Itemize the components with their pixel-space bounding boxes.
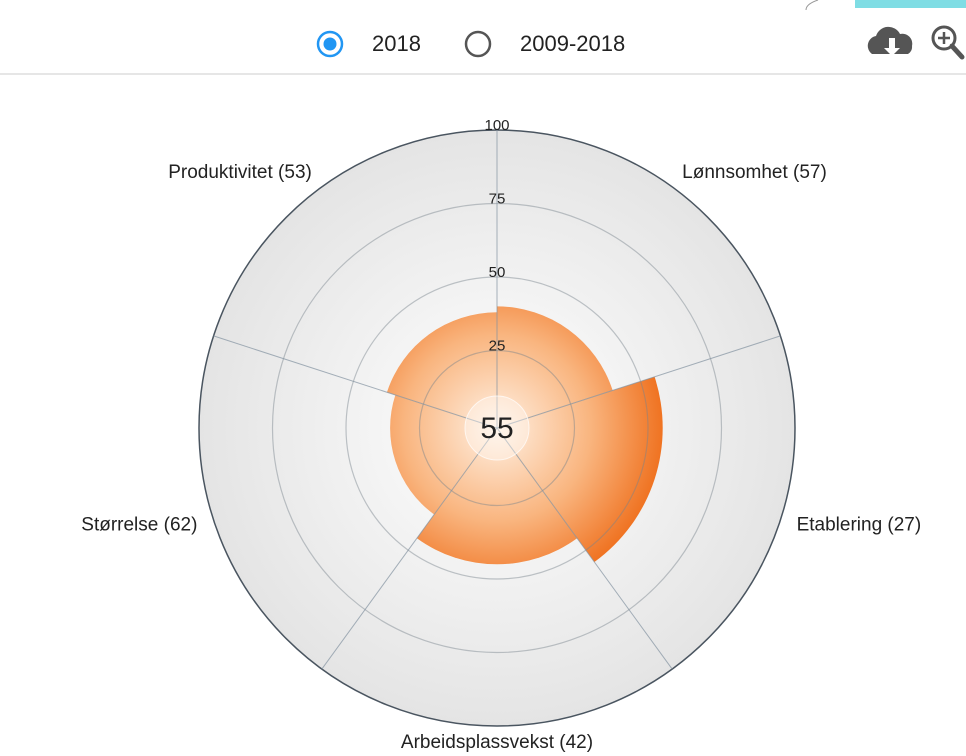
bar-sector xyxy=(390,394,497,515)
bar-sector xyxy=(497,306,613,428)
radio-button xyxy=(464,30,492,58)
category-label: Lønnsomhet (57) xyxy=(682,162,827,183)
polar-chart: 25 50 75 100 Lønnsomhet (57) Etablering (27) A… xyxy=(81,117,921,753)
download-icon[interactable] xyxy=(867,26,913,56)
radio-dot xyxy=(323,37,337,51)
radial-axis xyxy=(321,427,498,670)
center-disc xyxy=(464,395,530,461)
radial-axis xyxy=(213,335,498,429)
radial-axis xyxy=(496,335,781,429)
y-tick-label: 75 xyxy=(489,190,506,207)
top-decor xyxy=(805,0,819,11)
radio-option[interactable]: 2018 xyxy=(316,30,421,58)
category-label: Produktivitet (53) xyxy=(168,162,312,183)
category-label: Etablering (27) xyxy=(797,514,922,535)
radio-group: 2018 2009-2018 xyxy=(316,30,625,58)
y-tick-label: 100 xyxy=(484,117,509,134)
radio-label: 2009-2018 xyxy=(520,31,625,56)
zoom-icon[interactable] xyxy=(931,25,965,60)
category-label: Arbeidsplassvekst (42) xyxy=(401,732,593,753)
top-tab xyxy=(855,0,966,8)
center-value: 55 xyxy=(480,412,513,445)
category-label: Størrelse (62) xyxy=(81,514,197,535)
bar-sector xyxy=(386,312,497,428)
radio-option[interactable]: 2009-2018 xyxy=(464,30,625,58)
y-tick-label: 25 xyxy=(489,337,506,354)
y-tick-label: 50 xyxy=(489,264,506,281)
bar-sector xyxy=(497,376,663,563)
radio-label: 2018 xyxy=(372,31,421,56)
bar-sector xyxy=(416,428,578,565)
radial-axis xyxy=(496,427,673,670)
